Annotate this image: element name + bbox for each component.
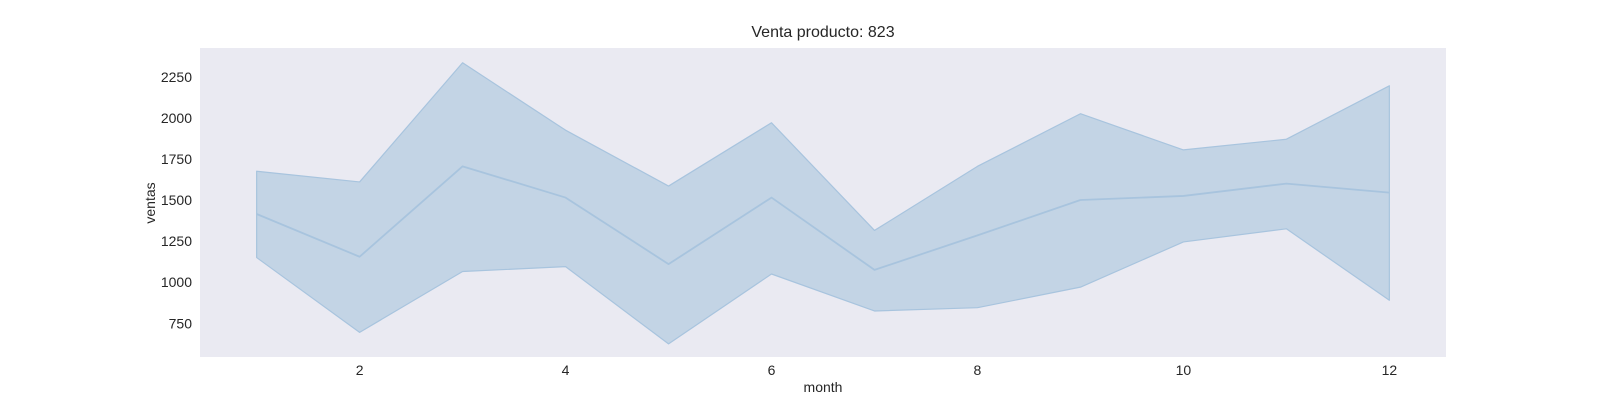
x-tick-label: 12 xyxy=(1382,362,1398,378)
y-tick-label: 2000 xyxy=(161,110,192,126)
y-tick-label: 2250 xyxy=(161,69,192,85)
y-tick-label: 1250 xyxy=(161,233,192,249)
x-tick-label: 10 xyxy=(1176,362,1192,378)
chart-title: Venta producto: 823 xyxy=(751,24,895,41)
y-tick-label: 1750 xyxy=(161,151,192,167)
x-tick-label: 2 xyxy=(356,362,364,378)
x-tick-label: 4 xyxy=(562,362,570,378)
x-tick-label: 8 xyxy=(974,362,982,378)
y-tick-label: 750 xyxy=(169,315,193,331)
y-tick-label: 1500 xyxy=(161,192,192,208)
y-tick-label: 1000 xyxy=(161,274,192,290)
x-tick-label: 6 xyxy=(768,362,776,378)
series-line xyxy=(256,165,1390,271)
confidence-band xyxy=(256,62,1390,345)
x-axis-label: month xyxy=(803,379,843,395)
